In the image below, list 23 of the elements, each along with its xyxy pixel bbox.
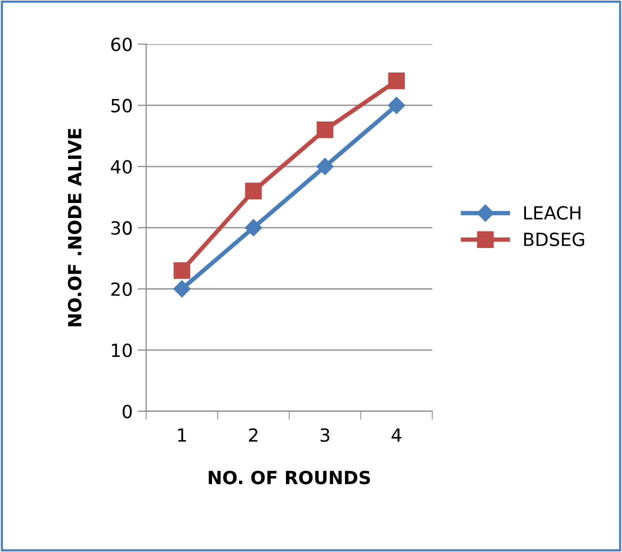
y-tick-label: 0	[122, 404, 132, 418]
point	[388, 96, 406, 114]
x-tick-label: 2	[249, 428, 258, 442]
point	[316, 158, 334, 176]
y-tick-label: 60	[111, 38, 132, 52]
x-tick-label: 1	[178, 428, 186, 442]
y-tick-label: 20	[111, 282, 132, 296]
point	[244, 219, 262, 236]
point	[388, 72, 405, 90]
x-axis-title: NO. OF ROUNDS	[208, 470, 370, 484]
point	[245, 182, 262, 200]
y-axis-title: NO.OF .NODE ALIVE	[68, 128, 82, 326]
y-tick-label: 30	[111, 221, 132, 235]
x-tick-label: 4	[392, 428, 402, 442]
legend-label: BDSEG	[524, 232, 584, 246]
y-tick-label: 10	[112, 344, 132, 358]
x-tick-label: 3	[320, 428, 330, 442]
point	[316, 121, 334, 138]
y-tick-label: 50	[111, 98, 132, 112]
y-tick-label: 40	[110, 160, 132, 174]
point	[173, 280, 190, 298]
point	[174, 262, 190, 279]
legend-label: LEACH	[524, 206, 580, 220]
